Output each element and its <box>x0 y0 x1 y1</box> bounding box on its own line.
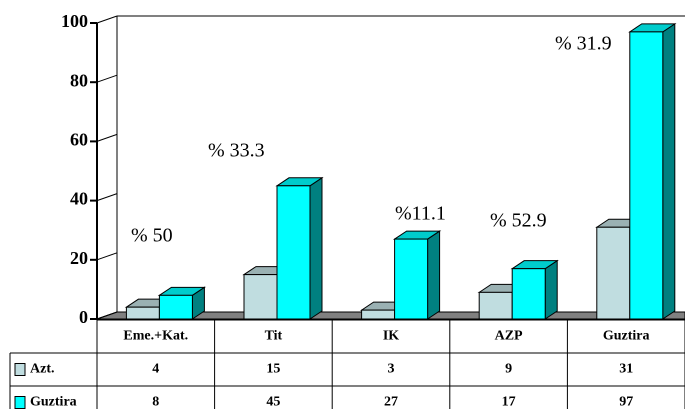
y-tick-label: 40 <box>70 189 88 209</box>
table-value: 4 <box>152 362 159 377</box>
table-header: Guztira <box>603 329 650 344</box>
bar-side <box>544 259 558 320</box>
bar-side <box>662 22 676 320</box>
annotation: % 31.9 <box>555 33 612 55</box>
table-value: 3 <box>388 362 395 377</box>
bar <box>629 31 664 320</box>
bar <box>158 294 193 320</box>
y-tick-label: 20 <box>70 248 88 268</box>
table-value: 31 <box>619 362 633 377</box>
table-header: IK <box>383 329 399 344</box>
y-tick-label: 60 <box>70 130 88 150</box>
grid-line <box>96 311 118 320</box>
annotation: % 50 <box>131 225 173 247</box>
table-header: AZP <box>495 329 523 344</box>
y-tick-label: 0 <box>79 307 88 327</box>
y-tick-label: 100 <box>61 11 88 31</box>
annotation: % 33.3 <box>208 140 265 162</box>
bar <box>361 309 396 320</box>
bar <box>125 306 160 320</box>
annotation: %11.1 <box>395 203 446 225</box>
bar <box>478 291 513 320</box>
bar <box>243 274 278 320</box>
grid-line <box>96 133 118 142</box>
grid-line <box>96 74 118 83</box>
table-value: 17 <box>502 395 516 409</box>
table-value: 15 <box>266 362 280 377</box>
bar-side <box>427 230 441 320</box>
table-header: Eme.+Kat. <box>123 329 188 344</box>
legend-key <box>14 396 26 409</box>
table-value: 9 <box>505 362 512 377</box>
legend-key <box>14 363 26 376</box>
table-value: 8 <box>152 395 159 409</box>
y-tick-label: 80 <box>70 70 88 90</box>
bar <box>276 185 311 320</box>
table-value: 97 <box>619 395 633 409</box>
grid-line <box>96 15 118 24</box>
grid-line <box>96 252 118 261</box>
grid-line <box>96 193 118 202</box>
table-header: Tit <box>265 329 283 344</box>
legend-label: Azt. <box>30 362 55 377</box>
legend-label: Guztira <box>30 395 77 409</box>
table-value: 27 <box>384 395 398 409</box>
bar <box>511 268 546 320</box>
bar <box>596 226 631 320</box>
bar-side <box>309 176 323 320</box>
bar <box>394 238 429 320</box>
annotation: % 52.9 <box>490 210 547 232</box>
table-value: 45 <box>266 395 280 409</box>
